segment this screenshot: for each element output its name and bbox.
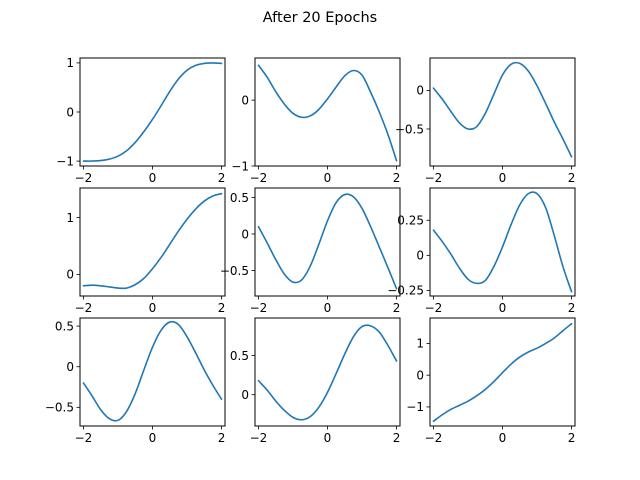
x-tick-label: 0 xyxy=(324,171,332,185)
y-tick-label: 0 xyxy=(416,368,424,382)
subplot-8-series-line xyxy=(257,324,398,421)
x-tick-label: −2 xyxy=(250,301,268,315)
subplot-6-frame xyxy=(429,187,576,297)
y-tick-label: −0.5 xyxy=(220,264,249,278)
y-tick-label: 0.5 xyxy=(55,319,74,333)
y-tick-label: 0.5 xyxy=(230,349,249,363)
subplot-9: −2 0 2 −1 0 1 xyxy=(406,317,576,445)
subplot-5: −2 0 2 −0.5 0 0.5 xyxy=(220,187,401,315)
x-tick-label: 0 xyxy=(149,301,157,315)
y-tick-label: 0 xyxy=(241,93,249,107)
y-tick-label: 1 xyxy=(416,337,424,351)
x-tick-label: 0 xyxy=(324,301,332,315)
x-tick-label: −2 xyxy=(250,431,268,445)
x-tick-label: 0 xyxy=(324,431,332,445)
y-tick-label: 0 xyxy=(416,84,424,98)
subplot-1-frame xyxy=(79,57,226,167)
y-tick-label: −1 xyxy=(231,159,249,173)
subplot-4-series-line xyxy=(82,192,223,290)
subplot-2-series-line xyxy=(257,64,398,162)
x-tick-label: −2 xyxy=(75,431,93,445)
subplot-2: −2 0 2 −1 0 xyxy=(231,57,401,185)
subplot-1: −2 0 2 −1 0 1 xyxy=(56,56,226,185)
y-tick-label: 0 xyxy=(66,360,74,374)
x-tick-label: 0 xyxy=(499,301,507,315)
subplot-2-frame xyxy=(254,57,401,167)
subplot-grid: −2 0 2 −1 0 1 −2 0 2 −1 0 −2 0 2 −0.5 0 −2 0 2 0 1 −2 0 2 −0.5 0 0… xyxy=(45,56,576,445)
y-tick-label: −0.25 xyxy=(387,284,424,298)
figure-title: After 20 Epochs xyxy=(263,10,377,26)
x-tick-label: 2 xyxy=(568,431,576,445)
subplot-3-series-line xyxy=(432,61,573,158)
subplot-4-frame xyxy=(79,187,226,297)
x-tick-label: −2 xyxy=(250,171,268,185)
subplot-5-frame xyxy=(254,187,401,297)
x-tick-label: 2 xyxy=(568,301,576,315)
x-tick-label: 2 xyxy=(568,171,576,185)
subplot-1-series-line xyxy=(82,62,223,162)
subplot-8: −2 0 2 0 0.5 xyxy=(230,317,401,445)
x-tick-label: −2 xyxy=(425,301,443,315)
y-tick-label: 0.25 xyxy=(397,214,424,228)
x-tick-label: 2 xyxy=(218,171,226,185)
x-tick-label: 0 xyxy=(149,431,157,445)
subplot-7: −2 0 2 −0.5 0 0.5 xyxy=(45,317,226,445)
y-tick-label: 1 xyxy=(66,211,74,225)
y-tick-label: 0 xyxy=(66,105,74,119)
subplot-6-series-line xyxy=(432,191,573,293)
subplot-7-series-line xyxy=(82,320,223,422)
x-tick-label: −2 xyxy=(425,431,443,445)
y-tick-label: 0 xyxy=(241,227,249,241)
subplot-8-frame xyxy=(254,317,401,427)
y-tick-label: 0 xyxy=(66,268,74,282)
subplot-3: −2 0 2 −0.5 0 xyxy=(395,57,576,185)
x-tick-label: −2 xyxy=(75,301,93,315)
y-tick-label: 0 xyxy=(416,249,424,263)
subplot-7-frame xyxy=(79,317,226,427)
x-tick-label: 2 xyxy=(393,431,401,445)
x-tick-label: 2 xyxy=(218,431,226,445)
x-tick-label: −2 xyxy=(425,171,443,185)
subplot-5-series-line xyxy=(257,193,398,290)
y-tick-label: −1 xyxy=(56,154,74,168)
y-tick-label: 0.5 xyxy=(230,191,249,205)
x-tick-label: 2 xyxy=(393,171,401,185)
subplot-4: −2 0 2 0 1 xyxy=(66,187,226,315)
y-tick-label: 1 xyxy=(66,56,74,70)
x-tick-label: 2 xyxy=(218,301,226,315)
y-tick-label: 0 xyxy=(241,388,249,402)
y-tick-label: −0.5 xyxy=(395,122,424,136)
x-tick-label: 0 xyxy=(499,431,507,445)
y-tick-label: −0.5 xyxy=(45,401,74,415)
subplot-6: −2 0 2 −0.25 0 0.25 xyxy=(387,187,576,315)
y-tick-label: −1 xyxy=(406,400,424,414)
x-tick-label: −2 xyxy=(75,171,93,185)
x-tick-label: 2 xyxy=(393,301,401,315)
x-tick-label: 0 xyxy=(149,171,157,185)
subplot-9-series-line xyxy=(432,322,573,423)
x-tick-label: 0 xyxy=(499,171,507,185)
